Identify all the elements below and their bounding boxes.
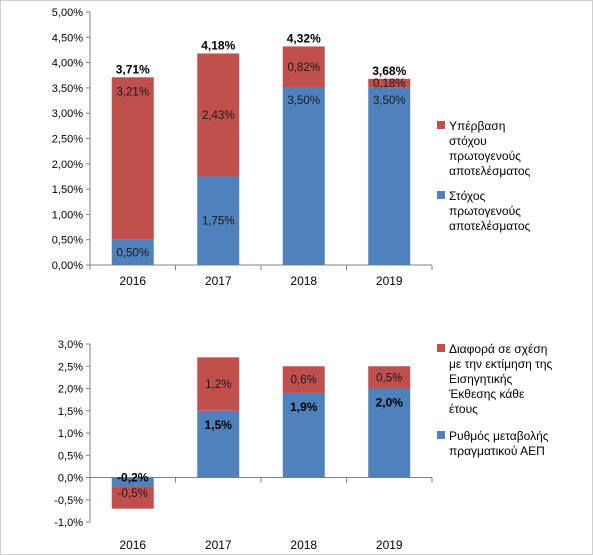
x-category-label: 2018 (290, 538, 317, 552)
x-category-label: 2019 (376, 538, 403, 552)
y-tick-label: 0,50% (52, 235, 83, 247)
bar-segment-overshoot (111, 77, 154, 240)
y-tick-label: 4,00% (52, 58, 83, 70)
x-category-label: 2018 (290, 274, 317, 288)
data-label-target: 3,50% (287, 95, 320, 107)
chart-primary-balance: 0,00% 0,50% 1,00% 1,50% 2,00% 2,50% 3,00% 3,50%… (52, 7, 531, 288)
bar-segment-overshoot (282, 46, 325, 88)
y-tick-label: 5,00% (52, 7, 83, 19)
x-category-label: 2019 (376, 274, 403, 288)
legend-label: πρωτογενούς (449, 204, 521, 218)
data-label-overshoot: 3,21% (116, 86, 149, 98)
legend-label: Υπέρβαση (449, 119, 505, 133)
bar-segment-gdp-growth (282, 392, 325, 478)
bar-segment-overshoot (197, 53, 240, 177)
bar-segment-difference (197, 357, 240, 411)
data-label-overshoot: 0,18% (373, 78, 406, 90)
data-label-gdp-growth: -0,2% (117, 471, 149, 485)
bar-segment-difference (282, 366, 325, 393)
legend-swatch (437, 344, 445, 352)
y-tick-label: 2,0% (58, 384, 83, 396)
legend-label: έτους (449, 402, 478, 416)
bar-segment-difference (111, 486, 154, 509)
y-tick-label: 2,5% (58, 361, 83, 373)
legend-label: πραγματικού ΑΕΠ (449, 444, 545, 458)
bar-segment-gdp-growth (368, 388, 411, 478)
data-label-difference: 0,5% (376, 372, 402, 384)
legend-swatch (437, 191, 445, 199)
legend-label: αποτελέσματος (449, 164, 530, 178)
x-category-label: 2016 (119, 538, 146, 552)
data-label-target: 0,50% (116, 247, 149, 259)
legend-label: αποτελέσματος (449, 219, 530, 233)
legend-label: στόχου (449, 134, 487, 148)
y-tick-label: 1,50% (52, 184, 83, 196)
bar-segment-target (197, 176, 240, 265)
data-label-total: 4,32% (287, 31, 321, 45)
data-label-target: 3,50% (373, 95, 406, 107)
y-tick-label: -1,0% (54, 517, 83, 529)
y-tick-label: 1,00% (52, 209, 83, 221)
data-label-total: 4,18% (201, 38, 235, 52)
legend-label: πρωτογενούς (449, 149, 521, 163)
y-tick-label: 3,0% (58, 339, 83, 351)
legend-label: Έκθεσης κάθε (448, 387, 525, 401)
data-label-total: 3,68% (372, 64, 406, 78)
data-label-overshoot: 0,82% (287, 62, 320, 74)
legend-swatch (437, 431, 445, 439)
y-tick-label: 1,5% (58, 406, 83, 418)
data-label-difference: -0,5% (118, 488, 148, 500)
y-tick-label: 3,00% (52, 108, 83, 120)
bar-segment-gdp-growth (197, 410, 240, 478)
y-tick-label: 4,50% (52, 32, 83, 44)
bar-segment-target (111, 239, 154, 265)
data-label-total: 3,71% (116, 62, 150, 76)
chart-gdp-growth: -1,0% -0,5% 0,0% 0,5% 1,0% 1,5% 2,0% 2,5% 3,0% 20… (54, 339, 553, 552)
bar-segment-difference (368, 366, 411, 389)
y-tick-label: 1,0% (58, 428, 83, 440)
legend-label: Ρυθμός μεταβολής (449, 429, 549, 443)
legend-label: Στόχος (449, 189, 486, 203)
y-tick-label: 2,50% (52, 134, 83, 146)
legend-label: Εισηγητικής (449, 372, 513, 386)
legend-swatch (437, 121, 445, 129)
bar-segment-target (282, 87, 325, 266)
y-tick-label: 3,50% (52, 83, 83, 95)
bar-segment-overshoot (368, 78, 411, 88)
y-tick-label: -0,5% (54, 495, 83, 507)
bar-segment-target (368, 87, 411, 266)
x-category-label: 2017 (205, 538, 232, 552)
data-label-overshoot: 2,43% (202, 110, 235, 122)
x-category-label: 2017 (205, 274, 232, 288)
data-label-target: 1,75% (202, 216, 235, 228)
data-label-gdp-growth: 1,9% (290, 400, 318, 414)
data-label-gdp-growth: 2,0% (376, 396, 404, 410)
data-label-gdp-growth: 1,5% (205, 418, 233, 432)
data-label-difference: 0,6% (291, 375, 317, 387)
y-tick-label: 0,0% (58, 473, 83, 485)
legend-label: Διαφορά σε σχέση (449, 342, 547, 356)
y-tick-label: 2,00% (52, 159, 83, 171)
legend-label: με την εκτίμηση της (449, 357, 553, 371)
y-tick-label: 0,5% (58, 450, 83, 462)
y-tick-label: 0,00% (52, 260, 83, 272)
bar-segment-gdp-growth (111, 477, 154, 487)
x-category-label: 2016 (119, 274, 146, 288)
data-label-difference: 1,2% (205, 379, 231, 391)
